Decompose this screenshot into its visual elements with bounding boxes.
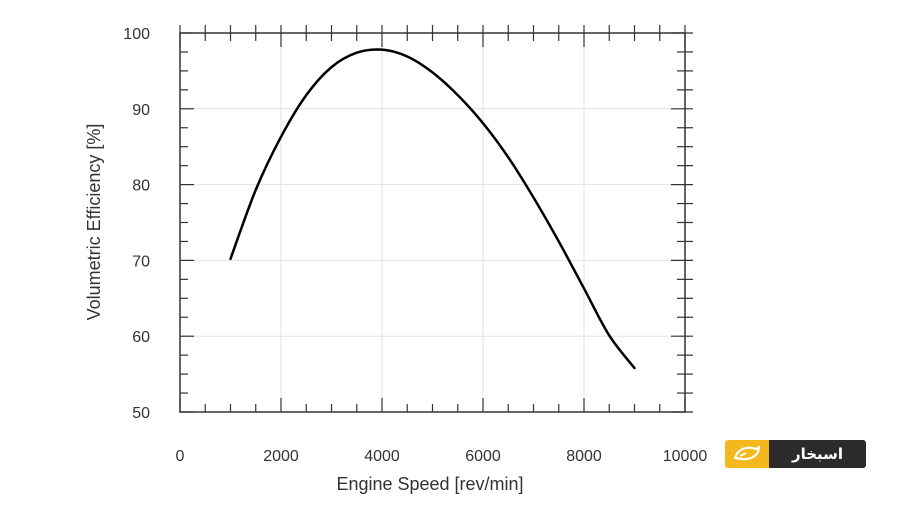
watermark-text: اسبخار xyxy=(769,440,866,468)
x-tick-label: 8000 xyxy=(566,448,602,465)
y-axis-label: Volumetric Efficiency [%] xyxy=(84,124,104,321)
plot-frame xyxy=(179,32,686,413)
minor-ticks xyxy=(179,25,693,413)
y-tick-label: 50 xyxy=(132,405,150,422)
x-tick-label: 4000 xyxy=(364,448,400,465)
x-tick-label: 0 xyxy=(176,448,185,465)
y-tick-label: 100 xyxy=(123,26,150,43)
horse-icon xyxy=(725,440,769,468)
x-tick-label: 6000 xyxy=(465,448,501,465)
x-tick-labels: 0 2000 4000 6000 8000 10000 xyxy=(176,448,708,465)
watermark-logo: اسبخار xyxy=(725,440,866,468)
series-line xyxy=(229,48,636,370)
y-tick-label: 60 xyxy=(132,329,150,346)
y-tick-label: 80 xyxy=(132,178,150,195)
x-tick-label: 10000 xyxy=(663,448,708,465)
x-tick-label: 2000 xyxy=(263,448,299,465)
y-tick-labels: 50 60 70 80 90 100 xyxy=(123,26,150,422)
grid-lines xyxy=(179,32,686,413)
y-tick-label: 70 xyxy=(132,253,150,270)
x-axis-label: Engine Speed [rev/min] xyxy=(336,474,523,494)
y-tick-label: 90 xyxy=(132,102,150,119)
